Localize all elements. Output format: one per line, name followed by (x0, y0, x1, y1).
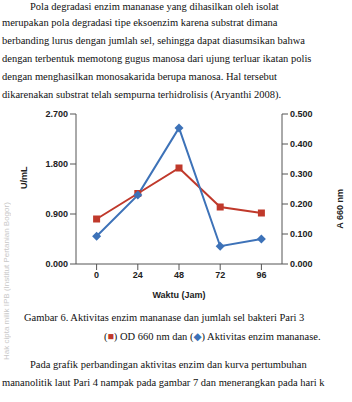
html-text:mananolitik laut Pari 4 nampak: mananolitik laut Pari 4 nampak pada gamb… (2, 377, 325, 388)
html-text:Gambar 6. Aktivitas enzim mana: Gambar 6. Aktivitas enzim mananase dan j… (24, 312, 305, 323)
svg-text:0.000: 0.000 (290, 259, 313, 269)
svg-text:0.500: 0.500 (290, 109, 313, 119)
svg-text:0.300: 0.300 (290, 169, 313, 179)
html-text:dikarenakan substrat telah sem: dikarenakan substrat telah sempurna terh… (2, 89, 282, 100)
svg-text:Waktu (Jam): Waktu (Jam) (152, 290, 205, 300)
svg-text:0.000: 0.000 (45, 259, 68, 269)
svg-text:2.700: 2.700 (45, 109, 68, 119)
svg-text:1.800: 1.800 (45, 159, 68, 169)
svg-text:U/mL: U/mL (19, 166, 29, 189)
svg-text:0.900: 0.900 (45, 209, 68, 219)
svg-text:96: 96 (256, 270, 266, 280)
html-text:dengan terbentuk memotong gugu: dengan terbentuk memotong gugus manosa d… (2, 53, 312, 64)
svg-text:0: 0 (94, 270, 99, 280)
html-text:Pola degradasi enzim mananase: Pola degradasi enzim mananase yang dihas… (30, 1, 279, 12)
html-text:dengan menghasilkan monosakari: dengan menghasilkan monosakarida berupa … (2, 71, 277, 82)
svg-text:48: 48 (174, 270, 184, 280)
html-text:Hak cipta milik IPB (Institut: Hak cipta milik IPB (Institut Pertanian … (2, 202, 11, 360)
svg-text:A 660 nm: A 660 nm (335, 189, 344, 229)
svg-text:0.200: 0.200 (290, 199, 313, 209)
svg-text:72: 72 (215, 270, 225, 280)
html-text:(■) OD 660 nm dan (◆) Aktivita: (■) OD 660 nm dan (◆) Aktivitas enzim ma… (104, 331, 321, 342)
html-text:Pada grafik perbandingan aktiv: Pada grafik perbandingan aktivitas enzim… (30, 359, 307, 370)
html-text:berbanding lurus dengan jumlah: berbanding lurus dengan jumlah sel, sehi… (2, 35, 305, 46)
svg-text:24: 24 (133, 270, 143, 280)
svg-text:0.100: 0.100 (290, 229, 313, 239)
svg-text:0.400: 0.400 (290, 139, 313, 149)
html-text:merupakan pola degradasi tipe: merupakan pola degradasi tipe eksoenzim … (2, 17, 278, 28)
